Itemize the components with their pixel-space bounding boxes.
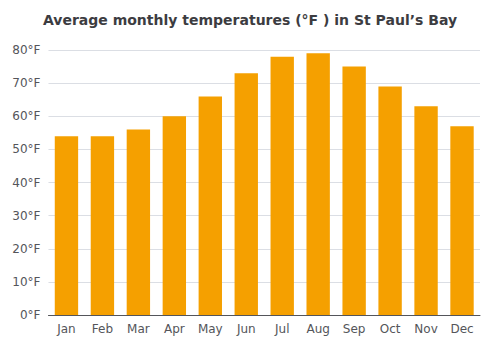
svg-text:0°F: 0°F (20, 308, 41, 322)
svg-text:May: May (198, 322, 223, 336)
svg-text:50°F: 50°F (12, 142, 40, 156)
svg-text:Jul: Jul (274, 322, 289, 336)
svg-text:20°F: 20°F (12, 242, 40, 256)
svg-text:Sep: Sep (343, 322, 366, 336)
svg-text:Average monthly temperatures (: Average monthly temperatures (°F ) in St… (43, 12, 457, 28)
svg-text:Dec: Dec (450, 322, 473, 336)
svg-text:Aug: Aug (306, 322, 329, 336)
svg-text:Oct: Oct (380, 322, 401, 336)
svg-text:Jan: Jan (56, 322, 76, 336)
svg-text:Mar: Mar (127, 322, 150, 336)
svg-text:Nov: Nov (414, 322, 437, 336)
svg-text:80°F: 80°F (12, 43, 40, 57)
svg-text:Jun: Jun (236, 322, 256, 336)
svg-text:70°F: 70°F (12, 76, 40, 90)
svg-text:60°F: 60°F (12, 109, 40, 123)
svg-text:Feb: Feb (92, 322, 113, 336)
svg-text:40°F: 40°F (12, 176, 40, 190)
svg-text:30°F: 30°F (12, 209, 40, 223)
svg-text:Apr: Apr (164, 322, 185, 336)
svg-text:10°F: 10°F (12, 275, 40, 289)
